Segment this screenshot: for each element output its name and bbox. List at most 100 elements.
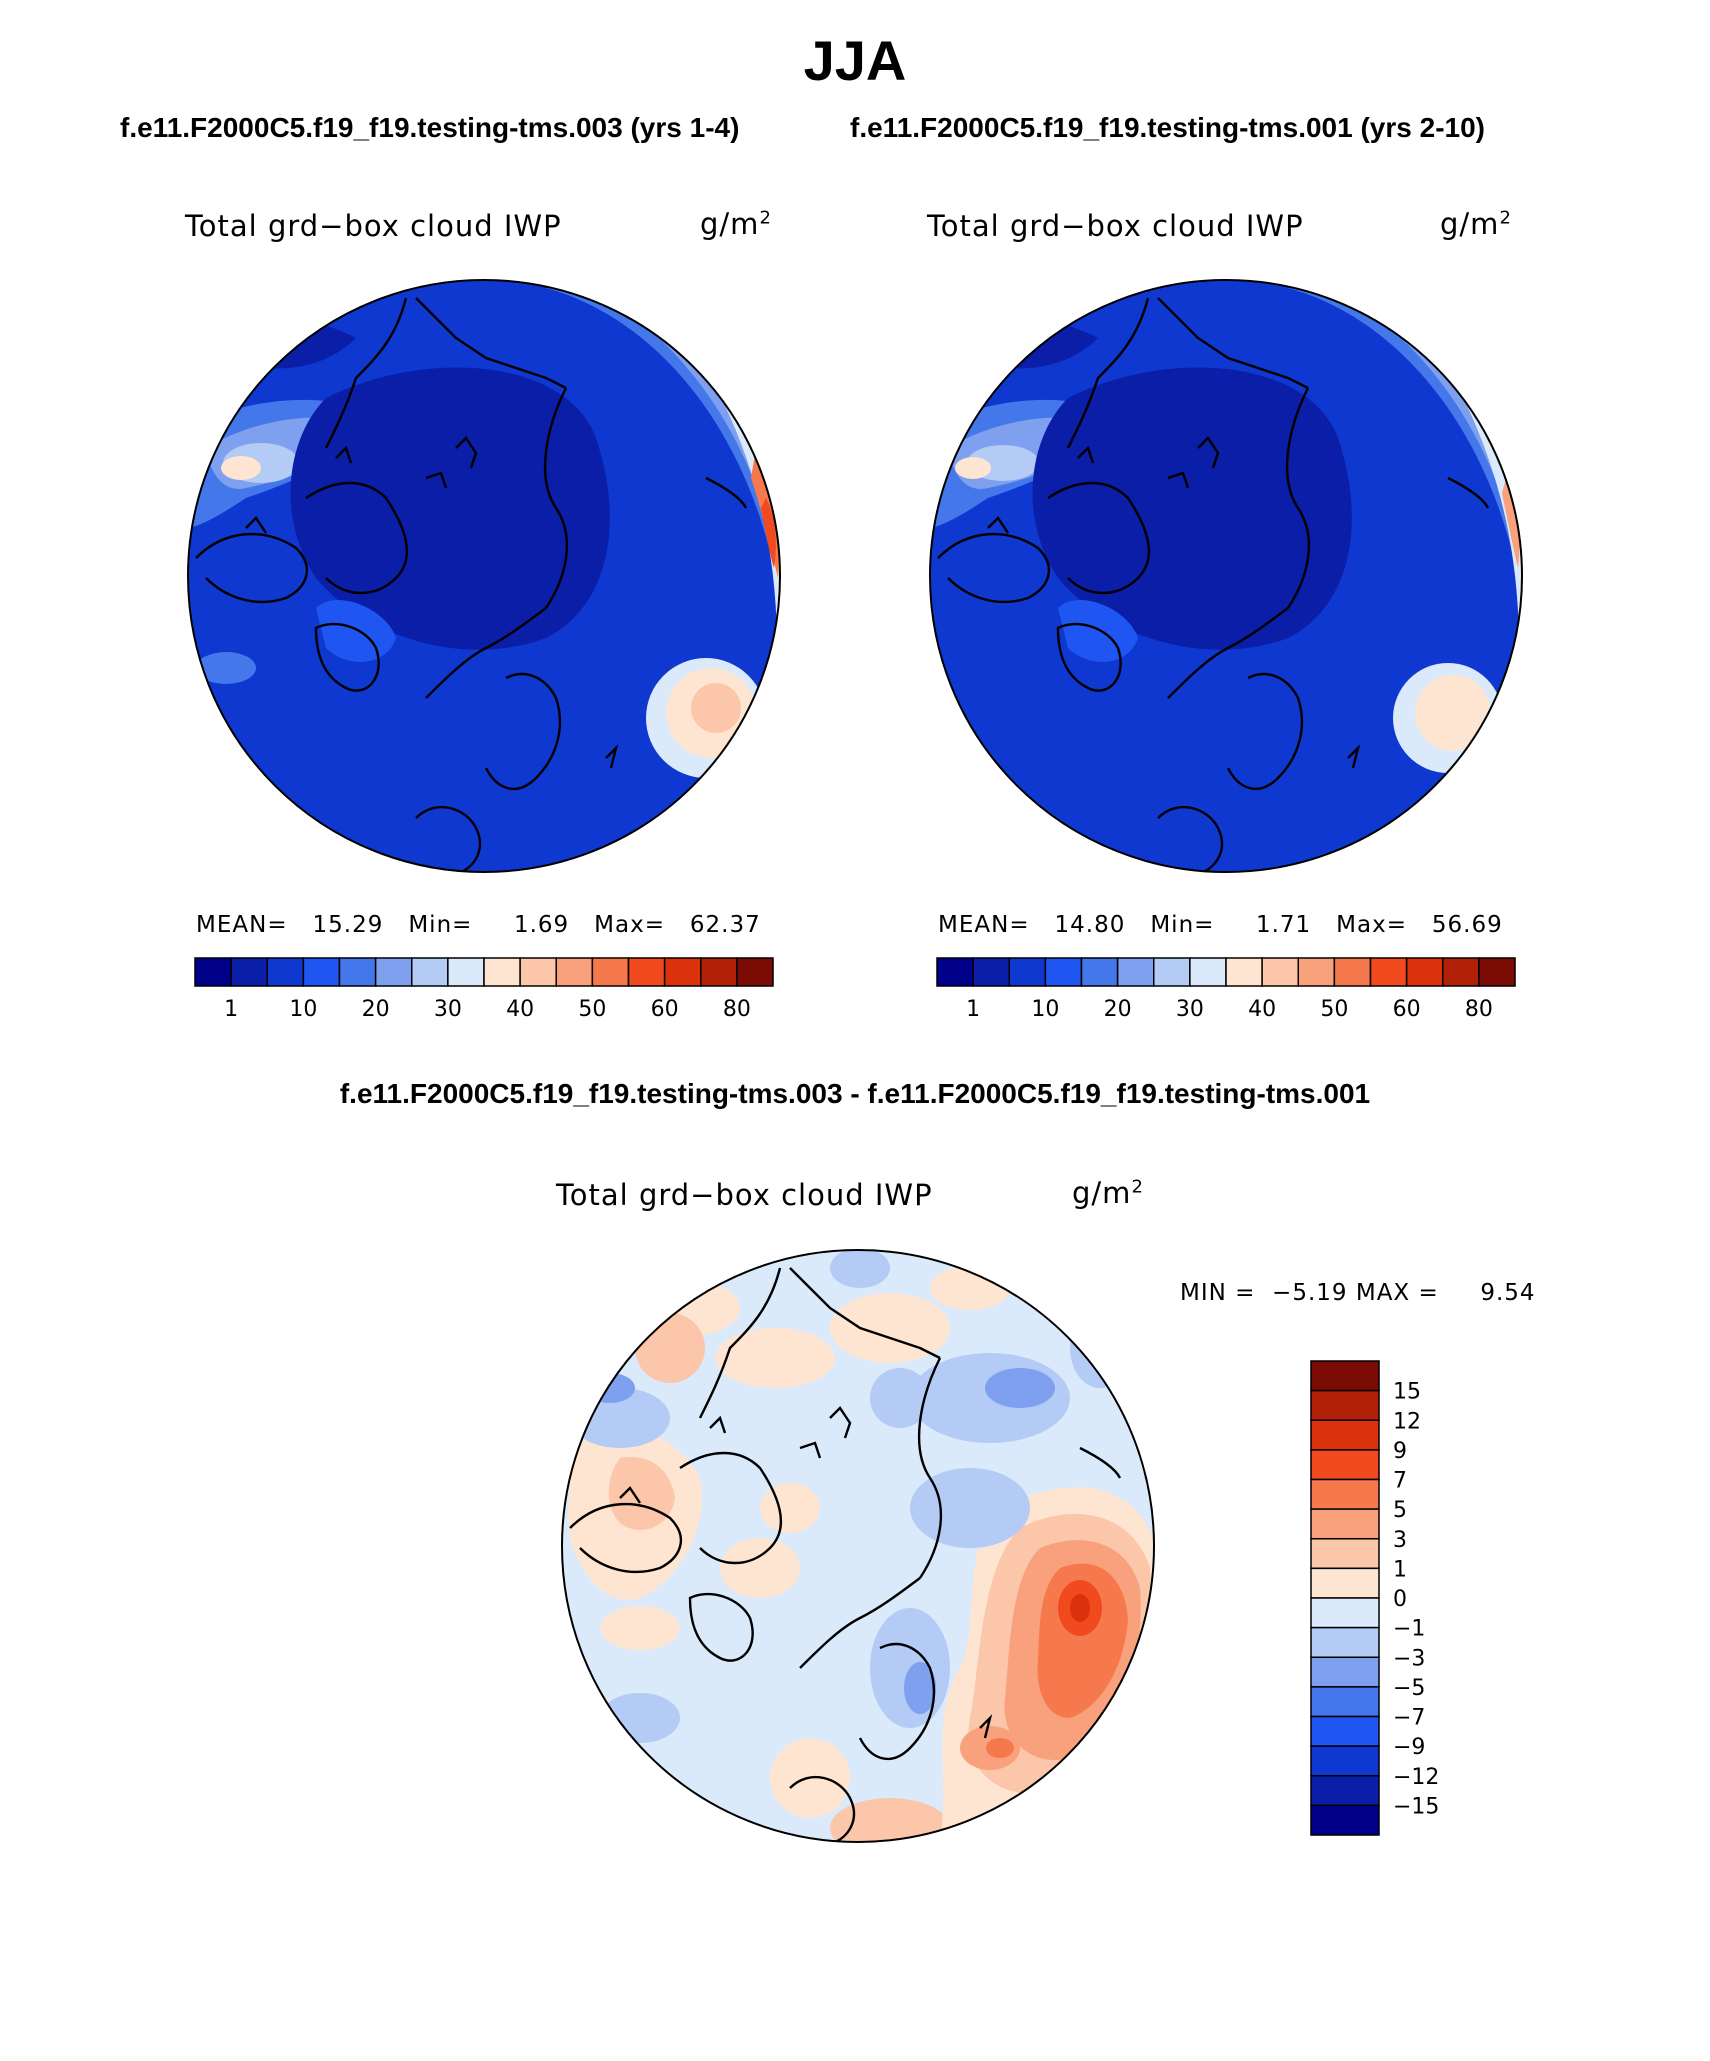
colorbar-right-swatch: [1478, 957, 1516, 987]
colorbar-diff-label: −15: [1393, 1794, 1439, 1819]
colorbar-left-swatch: [338, 957, 377, 987]
colorbar-diff-swatch: [1310, 1478, 1380, 1510]
variable-name-diff: Total grd−box cloud IWP: [556, 1178, 933, 1212]
colorbar-left-swatch: [194, 957, 232, 987]
colorbar-right-swatch: [1225, 957, 1263, 987]
colorbar-diff-label: 12: [1393, 1409, 1421, 1434]
colorbar-right-swatch: [1369, 957, 1408, 987]
mean-value-right: 14.80: [1054, 912, 1126, 938]
units-right: g/m2: [1440, 207, 1512, 241]
colorbar-right-swatch: [1153, 957, 1191, 987]
variable-name-left: Total grd−box cloud IWP: [185, 209, 562, 243]
colorbar-left-label: 60: [651, 997, 679, 1022]
colorbar-left-swatch: [266, 957, 305, 987]
colorbar-right-swatch: [1297, 957, 1336, 987]
colorbar-left-label: 40: [506, 997, 534, 1022]
units-diff: g/m2: [1072, 1176, 1144, 1210]
colorbar-difference: 15 12 9 7 5 3 1 0 −1 −3 −5 −7 −9 −12 −15: [1310, 1360, 1439, 1836]
colorbar-right-swatch: [1116, 957, 1155, 987]
diff-max-value: 9.54: [1480, 1280, 1536, 1306]
min-value-left: 1.69: [513, 912, 570, 938]
colorbar-left-swatch: [627, 957, 666, 987]
polar-map-difference: [561, 1249, 1155, 1843]
diff-max-label: MAX =: [1355, 1280, 1439, 1306]
colorbar-diff-label: 0: [1393, 1587, 1407, 1612]
colorbar-diff-label: 15: [1393, 1380, 1421, 1405]
colorbar-diff-label: 7: [1393, 1469, 1407, 1494]
mean-value-left: 15.29: [312, 912, 384, 938]
mean-label-left: MEAN=: [196, 912, 288, 938]
colorbar-diff-swatch: [1310, 1804, 1380, 1836]
case-title-left: f.e11.F2000C5.f19_f19.testing-tms.003 (y…: [120, 112, 740, 143]
colorbar-right-swatch: [936, 957, 974, 987]
colorbar-left-label: 50: [578, 997, 606, 1022]
colorbar-diff-swatch: [1310, 1775, 1380, 1807]
colorbar-diff-label: −7: [1393, 1706, 1425, 1731]
colorbar-left-swatch: [555, 957, 594, 987]
diff-min-label: MIN =: [1180, 1280, 1256, 1306]
colorbar-left-swatch: [700, 957, 738, 987]
colorbar-left: 1 10 20 30 40 50 60 80: [194, 957, 774, 1022]
colorbar-diff-swatch: [1310, 1449, 1380, 1481]
colorbar-right-label: 20: [1104, 997, 1132, 1022]
colorbar-diff-swatch: [1310, 1745, 1380, 1777]
colorbar-diff-swatch: [1310, 1538, 1380, 1570]
colorbar-left-swatch: [374, 957, 413, 987]
diff-min-value: −5.19: [1272, 1280, 1348, 1306]
colorbar-diff-label: −12: [1393, 1765, 1439, 1790]
colorbar-right-swatch: [1261, 957, 1299, 987]
difference-title: f.e11.F2000C5.f19_f19.testing-tms.003 - …: [339, 1078, 1371, 1109]
colorbar-diff-swatch: [1310, 1686, 1380, 1718]
polar-map-left: [187, 279, 781, 873]
colorbar-diff-swatch: [1310, 1360, 1380, 1392]
colorbar-left-swatch: [483, 957, 521, 987]
colorbar-diff-label: 1: [1393, 1557, 1407, 1582]
colorbar-right-label: 60: [1393, 997, 1421, 1022]
colorbar-left-swatch: [591, 957, 630, 987]
colorbar-right-swatch: [1044, 957, 1083, 987]
colorbar-diff-swatch: [1310, 1419, 1380, 1451]
colorbar-right-swatch: [1442, 957, 1480, 987]
colorbar-left-swatch: [302, 957, 341, 987]
max-label-right: Max=: [1336, 912, 1407, 938]
colorbar-diff-label: 9: [1393, 1439, 1407, 1464]
colorbar-left-label: 20: [362, 997, 390, 1022]
colorbar-left-swatch: [736, 957, 774, 987]
colorbar-right-label: 80: [1465, 997, 1493, 1022]
colorbar-right-label: 50: [1320, 997, 1348, 1022]
colorbar-right-label: 1: [966, 997, 980, 1022]
max-value-left: 62.37: [689, 912, 761, 938]
colorbar-diff-swatch: [1310, 1715, 1380, 1747]
colorbar-left-label: 80: [723, 997, 751, 1022]
min-label-right: Min=: [1150, 912, 1215, 938]
colorbar-left-swatch: [519, 957, 557, 987]
colorbar-right-label: 30: [1176, 997, 1204, 1022]
colorbar-left-swatch: [230, 957, 268, 987]
stats-left: MEAN= 15.29 Min= 1.69 Max= 62.37: [196, 912, 761, 938]
colorbar-diff-label: −5: [1393, 1676, 1425, 1701]
colorbar-right: 1 10 20 30 40 50 60 80: [936, 957, 1516, 1022]
max-value-right: 56.69: [1431, 912, 1503, 938]
colorbar-right-swatch: [1008, 957, 1047, 987]
diff-minmax: MIN = −5.19 MAX = 9.54: [1180, 1280, 1536, 1306]
colorbar-diff-swatch: [1310, 1567, 1380, 1599]
colorbar-left-swatch: [447, 957, 485, 987]
colorbar-right-swatch: [1405, 957, 1444, 987]
colorbar-diff-label: 3: [1393, 1528, 1407, 1553]
colorbar-left-label: 30: [434, 997, 462, 1022]
colorbar-diff-label: −9: [1393, 1735, 1425, 1760]
colorbar-diff-swatch: [1310, 1626, 1380, 1658]
colorbar-right-swatch: [1189, 957, 1227, 987]
colorbar-right-swatch: [972, 957, 1010, 987]
colorbar-right-swatch: [1080, 957, 1119, 987]
min-value-right: 1.71: [1255, 912, 1312, 938]
colorbar-left-label: 10: [289, 997, 317, 1022]
case-title-right: f.e11.F2000C5.f19_f19.testing-tms.001 (y…: [850, 112, 1485, 143]
colorbar-left-swatch: [663, 957, 702, 987]
variable-name-right: Total grd−box cloud IWP: [927, 209, 1304, 243]
colorbar-diff-label: 5: [1393, 1498, 1407, 1523]
page-title: JJA: [803, 29, 907, 92]
stats-right: MEAN= 14.80 Min= 1.71 Max= 56.69: [938, 912, 1503, 938]
colorbar-left-swatch: [411, 957, 449, 987]
colorbar-diff-label: −3: [1393, 1646, 1425, 1671]
